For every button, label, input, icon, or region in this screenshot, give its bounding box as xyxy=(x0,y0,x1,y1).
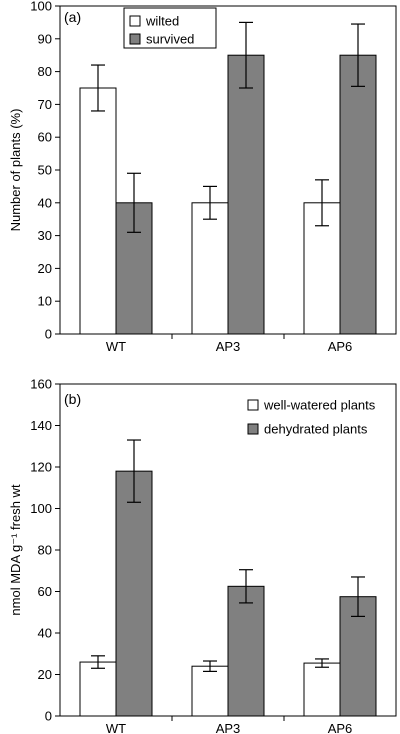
y-tick-label: 20 xyxy=(38,667,52,682)
y-tick-label: 50 xyxy=(38,163,52,178)
x-category-label: WT xyxy=(106,339,126,354)
y-tick-label: 0 xyxy=(45,327,52,342)
bar-well-watered-plants-AP6 xyxy=(303,662,341,717)
y-tick-label: 80 xyxy=(38,543,52,558)
bar-well-watered-plants-AP3 xyxy=(191,665,229,717)
legend-label: wilted xyxy=(145,14,179,29)
y-tick-label: 60 xyxy=(38,130,52,145)
bar-dehydrated-plants-AP3 xyxy=(227,585,265,717)
bar-survived-AP3 xyxy=(227,54,265,335)
y-tick-label: 40 xyxy=(38,626,52,641)
bar-wilted-AP3 xyxy=(191,202,229,335)
y-tick-label: 120 xyxy=(30,460,52,475)
legend-swatch xyxy=(247,399,259,411)
y-tick-label: 10 xyxy=(38,294,52,309)
x-category-label: AP6 xyxy=(328,721,353,734)
x-category-label: WT xyxy=(106,721,126,734)
bar-well-watered-plants-WT xyxy=(79,661,117,717)
y-tick-label: 80 xyxy=(38,64,52,79)
panel-label: (b) xyxy=(64,391,81,407)
legend: wilted survived xyxy=(123,7,217,49)
legend-swatch xyxy=(129,15,141,27)
y-tick-label: 30 xyxy=(38,228,52,243)
y-tick-label: 160 xyxy=(30,377,52,392)
y-tick-label: 140 xyxy=(30,418,52,433)
y-tick-label: 40 xyxy=(38,195,52,210)
y-axis-label: Number of plants (%) xyxy=(8,109,23,232)
y-tick-label: 60 xyxy=(38,584,52,599)
chart-panel-1: 0 10 20 30 40 50 60 70 80 90 100 Number of plants (… xyxy=(8,0,397,354)
legend: well-watered plants dehydrated plants xyxy=(247,398,376,437)
y-tick-label: 100 xyxy=(30,501,52,516)
y-tick-label: 100 xyxy=(30,0,52,14)
y-axis-label: nmol MDA g⁻¹ fresh wt xyxy=(8,484,23,616)
legend-label: dehydrated plants xyxy=(264,422,368,437)
y-tick-label: 90 xyxy=(38,31,52,46)
panel-label: (a) xyxy=(64,9,81,25)
x-category-label: AP3 xyxy=(216,721,241,734)
bar-dehydrated-plants-WT xyxy=(115,470,153,717)
legend-swatch xyxy=(129,33,141,45)
legend-label: survived xyxy=(146,32,194,47)
bar-wilted-WT xyxy=(79,87,117,335)
legend-label: well-watered plants xyxy=(263,398,376,413)
y-tick-label: 70 xyxy=(38,97,52,112)
chart-panel-2: 0 20 40 60 80 100 120 140 160 nmol MDA g⁻¹ fresh … xyxy=(8,377,397,734)
y-tick-label: 20 xyxy=(38,261,52,276)
bar-survived-AP6 xyxy=(339,54,377,335)
x-category-label: AP6 xyxy=(328,339,353,354)
x-category-label: AP3 xyxy=(216,339,241,354)
y-tick-label: 0 xyxy=(45,709,52,724)
legend-swatch xyxy=(247,423,259,435)
